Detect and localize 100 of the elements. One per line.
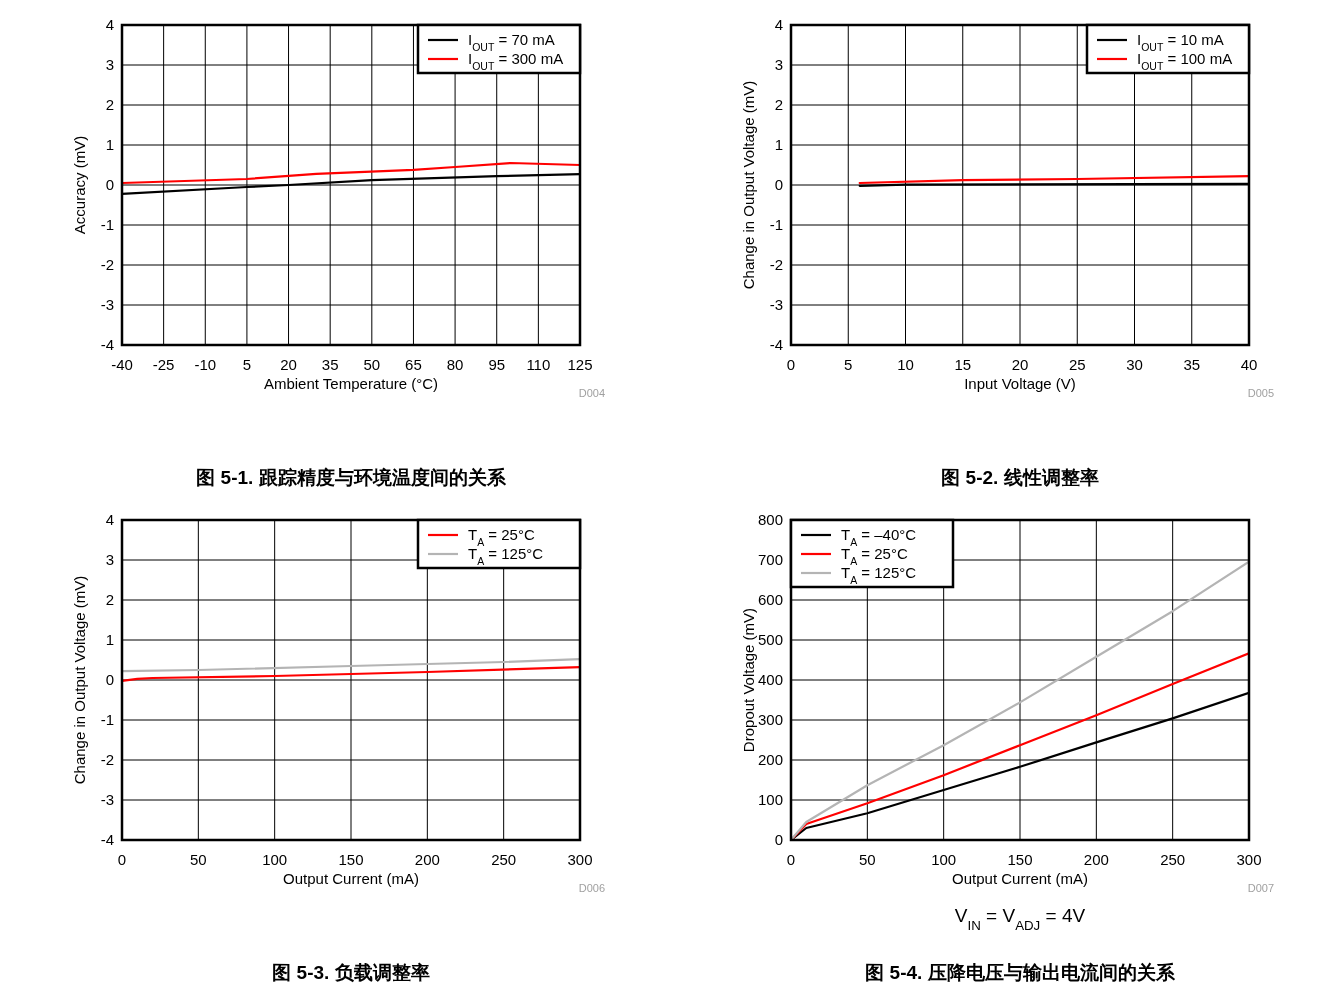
x-axis-title: Output Current (mA) (283, 870, 419, 887)
x-tick-label: 150 (338, 851, 364, 868)
y-tick-label: 400 (757, 671, 783, 688)
x-tick-label: 35 (1183, 356, 1201, 373)
y-axis-title: Change in Output Voltage (mV) (740, 80, 757, 290)
line-series (122, 658, 580, 673)
x-tick-label: 300 (1236, 851, 1262, 868)
legend-label: I$_{OUT}$ = 100 mA (1137, 50, 1233, 72)
x-tick-label: 15 (954, 356, 972, 373)
x-tick-label: 50 (363, 356, 381, 373)
y-tick-label: 0 (105, 671, 114, 688)
y-tick-label: 4 (105, 16, 114, 33)
legend-label: T$_{A}$ = 125°C (468, 545, 544, 567)
y-tick-label: 300 (757, 711, 783, 728)
y-tick-label: 1 (105, 136, 114, 153)
y-axis-title: Change in Output Voltage (mV) (71, 575, 88, 785)
y-tick-label: 3 (774, 56, 783, 73)
legend-label: T$_{A}$ = 25°C (841, 545, 908, 567)
legend-label: T$_{A}$ = –40°C (841, 526, 917, 548)
x-tick-label: 125 (567, 356, 593, 373)
x-tick-label: 250 (491, 851, 517, 868)
text: 图 5-1. 跟踪精度与环境温度间的关系 (196, 467, 507, 488)
y-tick-label: -3 (769, 296, 783, 313)
y-tick-label: 4 (774, 16, 783, 33)
y-axis-title: Accuracy (mV) (71, 135, 88, 235)
text: 图 5-4. 压降电压与输出电流间的关系 (865, 962, 1176, 983)
x-axis-title: Ambient Temperature (°C) (263, 375, 439, 392)
x-tick-label: 25 (1068, 356, 1086, 373)
y-tick-label: -4 (100, 336, 114, 353)
x-tick-label: 5 (844, 356, 853, 373)
y-tick-label: 2 (774, 96, 783, 113)
line-series (122, 666, 580, 682)
x-tick-label: 0 (117, 851, 127, 868)
x-tick-label: -10 (194, 356, 217, 373)
text: D004 (578, 387, 605, 399)
x-tick-label: 10 (897, 356, 914, 373)
y-tick-label: 3 (105, 56, 114, 73)
y-tick-label: 800 (757, 511, 783, 528)
y-axis-title: Dropout Voltage (mV) (740, 607, 757, 753)
legend-label: T$_{A}$ = 125°C (841, 564, 917, 586)
y-tick-label: -3 (100, 296, 114, 313)
y-tick-label: 100 (757, 791, 783, 808)
x-axis-title: Input Voltage (V) (964, 375, 1076, 392)
x-tick-label: 200 (414, 851, 440, 868)
line-series (122, 161, 580, 185)
y-tick-label: -2 (100, 751, 114, 768)
y-tick-label: -4 (100, 831, 114, 848)
legend-label: T$_{A}$ = 25°C (468, 526, 535, 548)
y-tick-label: 0 (105, 176, 114, 193)
x-tick-label: 100 (931, 851, 957, 868)
x-axis-title: Output Current (mA) (952, 870, 1088, 887)
y-tick-label: -3 (100, 791, 114, 808)
x-tick-label: 200 (1083, 851, 1109, 868)
text: D006 (578, 882, 605, 894)
x-tick-label: 110 (526, 356, 551, 373)
x-tick-label: 80 (446, 356, 464, 373)
x-tick-label: 65 (405, 356, 422, 373)
text: 图 5-2. 线性调整率 (941, 467, 1099, 488)
x-tick-label: 100 (262, 851, 288, 868)
y-tick-label: 1 (105, 631, 114, 648)
x-tick-label: 50 (189, 851, 207, 868)
x-tick-label: 50 (858, 851, 876, 868)
y-tick-label: 200 (757, 751, 783, 768)
legend-label: I$_{OUT}$ = 10 mA (1137, 31, 1224, 53)
y-tick-label: -1 (100, 216, 114, 233)
text: D007 (1247, 882, 1274, 894)
y-tick-label: 0 (774, 831, 783, 848)
y-tick-label: -1 (769, 216, 783, 233)
text: 图 5-3. 负载调整率 (272, 962, 430, 983)
y-tick-label: 1 (774, 136, 783, 153)
y-tick-label: -2 (100, 256, 114, 273)
legend-label: I$_{OUT}$ = 70 mA (468, 31, 555, 53)
x-tick-label: -40 (111, 356, 133, 373)
y-tick-label: 2 (105, 591, 114, 608)
text: D005 (1247, 387, 1274, 399)
x-tick-label: 0 (786, 356, 796, 373)
x-tick-label: 5 (242, 356, 252, 373)
x-tick-label: 35 (321, 356, 339, 373)
y-tick-label: 700 (757, 551, 783, 568)
x-tick-label: 150 (1007, 851, 1033, 868)
text: V$_{IN}$ = V$_{ADJ}$ = 4V (954, 905, 1086, 933)
x-tick-label: 95 (488, 356, 506, 373)
y-tick-label: -4 (769, 336, 783, 353)
line-series (858, 175, 1249, 185)
legend-label: I$_{OUT}$ = 300 mA (468, 50, 564, 72)
y-tick-label: 0 (774, 176, 783, 193)
y-tick-label: 500 (757, 631, 783, 648)
x-tick-label: 20 (280, 356, 297, 373)
x-tick-label: 300 (567, 851, 593, 868)
x-tick-label: 40 (1240, 356, 1258, 373)
y-tick-label: 600 (757, 591, 783, 608)
y-tick-label: 2 (105, 96, 114, 113)
x-tick-label: 250 (1160, 851, 1186, 868)
y-tick-label: 4 (105, 511, 114, 528)
x-tick-label: 0 (786, 851, 796, 868)
x-tick-label: -25 (152, 356, 175, 373)
y-tick-label: -1 (100, 711, 114, 728)
y-tick-label: -2 (769, 256, 783, 273)
x-tick-label: 30 (1126, 356, 1143, 373)
y-tick-label: 3 (105, 551, 114, 568)
